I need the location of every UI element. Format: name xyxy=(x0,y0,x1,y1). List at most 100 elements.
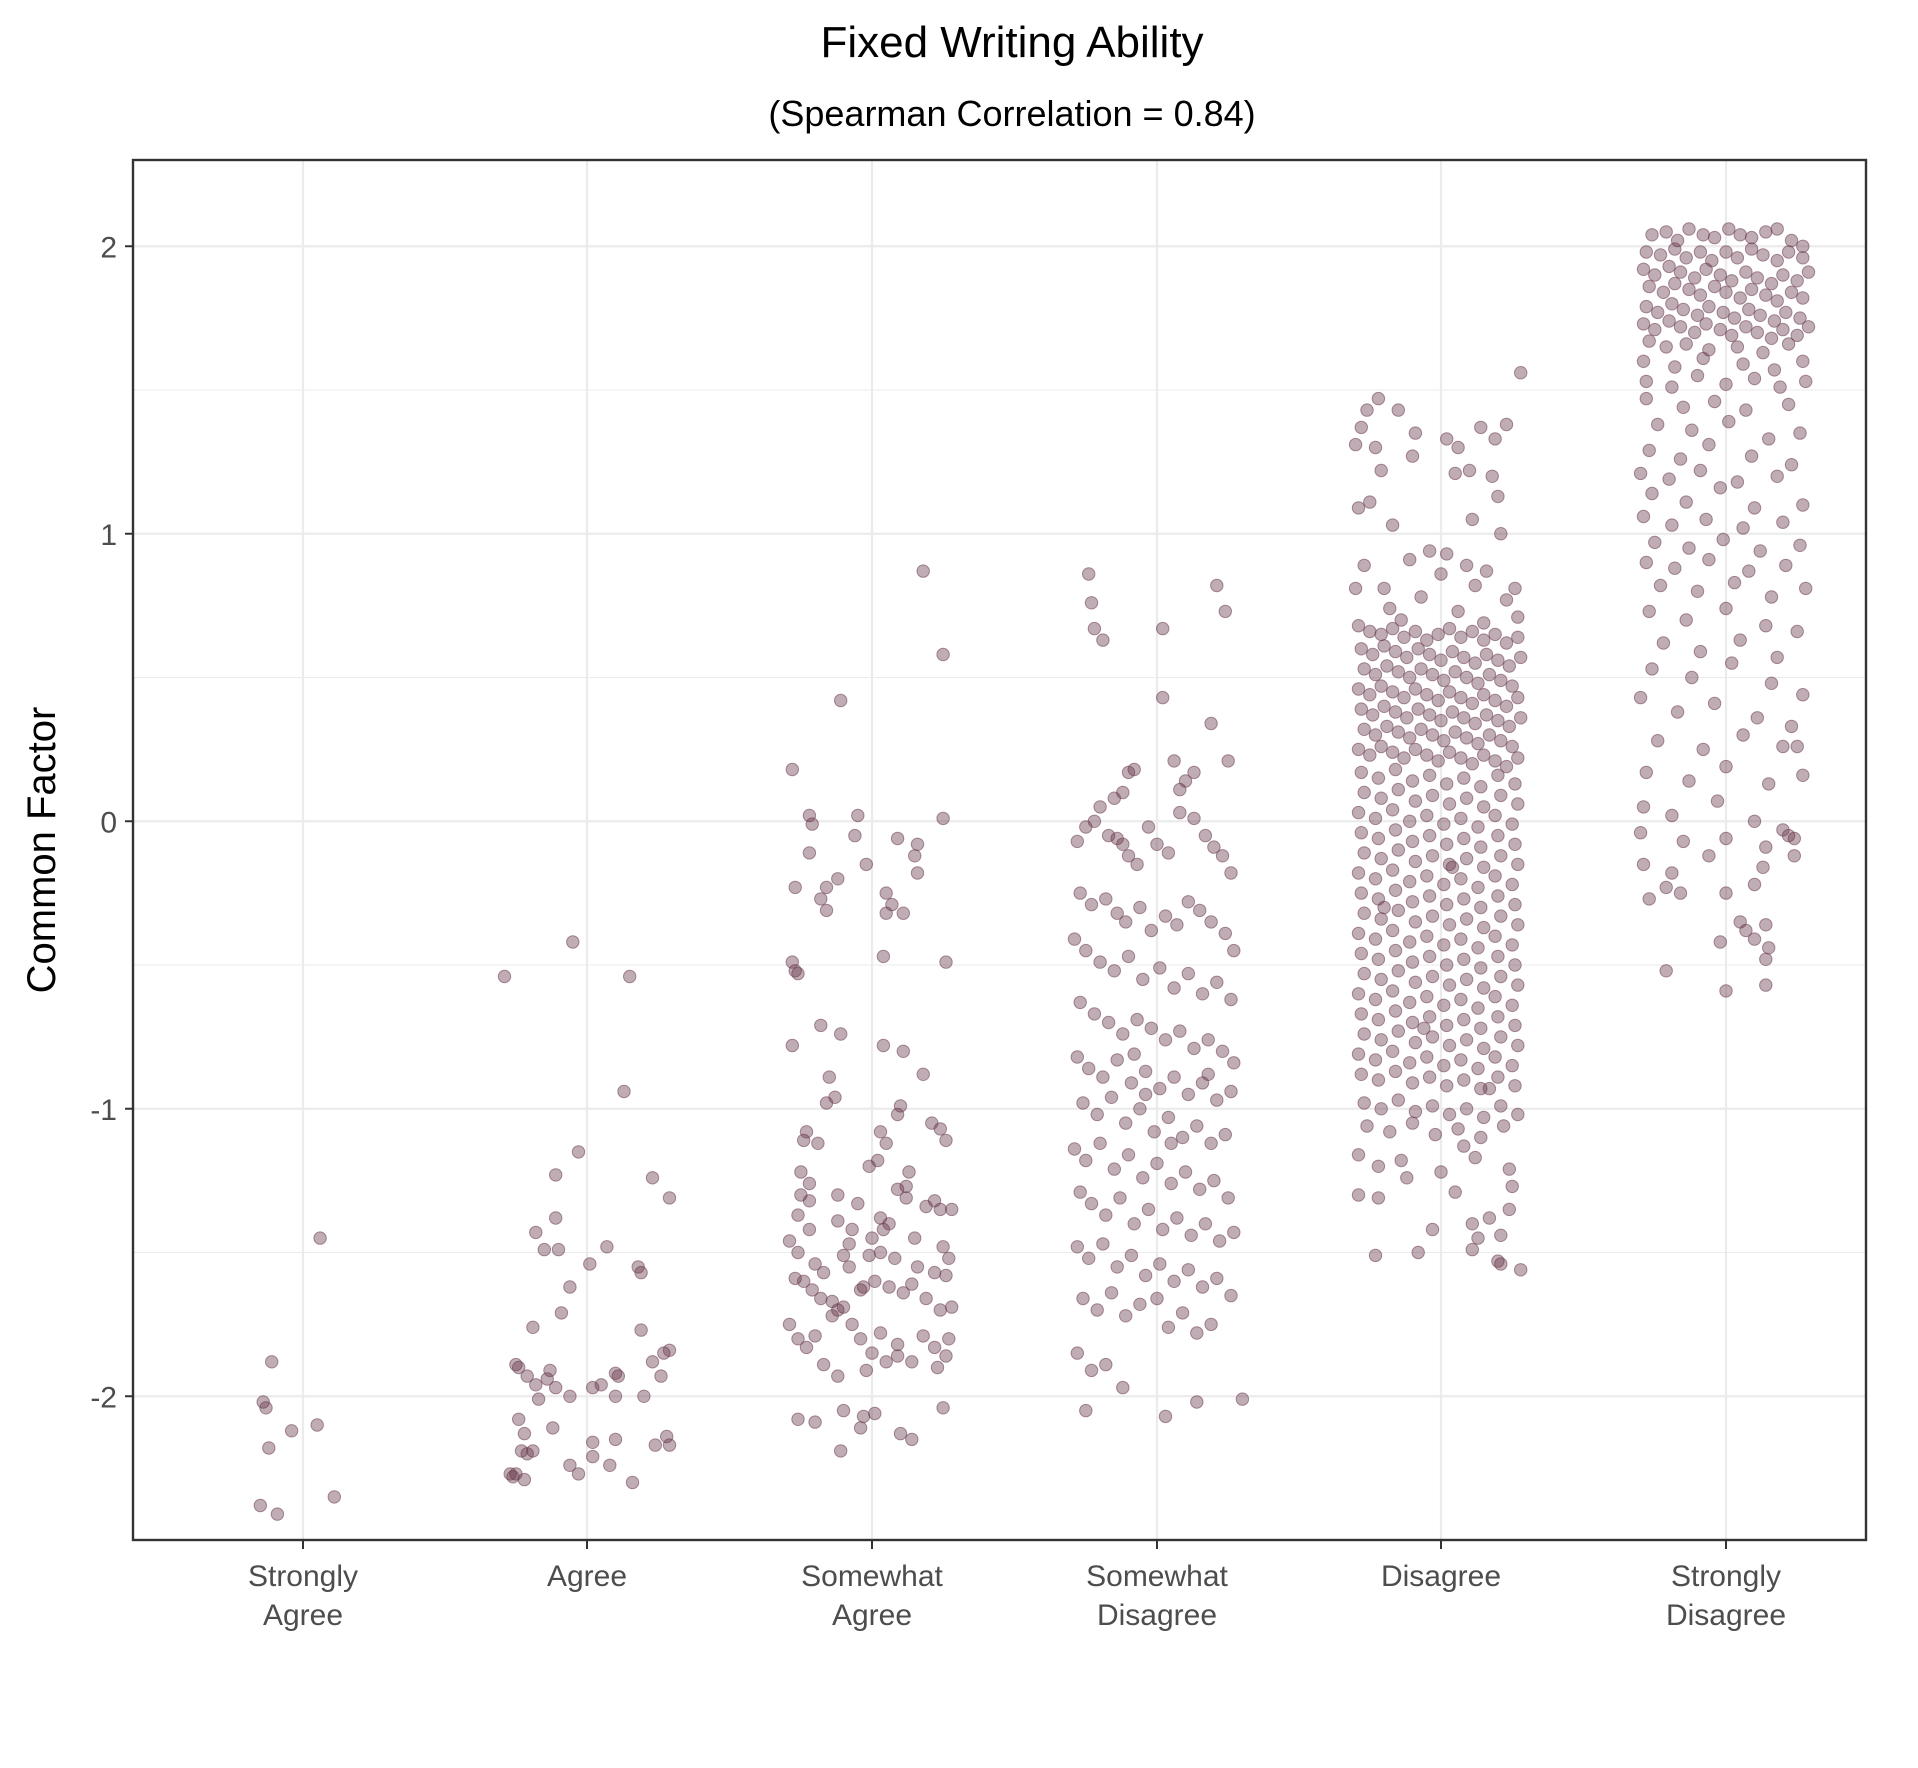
data-point xyxy=(1748,933,1760,945)
y-tick-label: 0 xyxy=(100,806,117,839)
data-point xyxy=(1139,1088,1151,1100)
data-point xyxy=(1199,1218,1211,1230)
data-point xyxy=(1714,482,1726,494)
data-point xyxy=(1105,1287,1117,1299)
data-point xyxy=(564,1281,576,1293)
data-point xyxy=(1369,729,1381,741)
data-point xyxy=(1404,875,1416,887)
data-point xyxy=(1412,1246,1424,1258)
data-point xyxy=(1392,404,1404,416)
data-point xyxy=(1791,625,1803,637)
data-point xyxy=(1663,315,1675,327)
data-point xyxy=(1703,850,1715,862)
data-point xyxy=(1458,893,1470,905)
data-point xyxy=(1780,559,1792,571)
data-point xyxy=(1199,829,1211,841)
data-point xyxy=(1734,229,1746,241)
data-point xyxy=(1077,1292,1089,1304)
data-point xyxy=(510,1358,522,1370)
data-point xyxy=(649,1439,661,1451)
data-point xyxy=(1708,280,1720,292)
data-point xyxy=(1495,970,1507,982)
data-point xyxy=(786,763,798,775)
data-point xyxy=(1085,1197,1097,1209)
data-point xyxy=(1458,953,1470,965)
data-point xyxy=(1637,510,1649,522)
data-point xyxy=(518,1473,530,1485)
data-point xyxy=(1503,720,1515,732)
data-point xyxy=(1640,766,1652,778)
data-point xyxy=(826,1310,838,1322)
data-point xyxy=(1077,1097,1089,1109)
data-point xyxy=(1703,438,1715,450)
data-point xyxy=(1404,553,1416,565)
data-point xyxy=(1452,1123,1464,1135)
data-point xyxy=(1438,878,1450,890)
data-point xyxy=(1646,229,1658,241)
data-point xyxy=(1426,970,1438,982)
data-point xyxy=(1355,1008,1367,1020)
data-point xyxy=(803,847,815,859)
data-point xyxy=(1421,689,1433,701)
data-point xyxy=(1392,965,1404,977)
data-point xyxy=(1205,717,1217,729)
data-point xyxy=(1472,737,1484,749)
data-point xyxy=(1443,798,1455,810)
data-point xyxy=(587,1381,599,1393)
data-point xyxy=(906,1278,918,1290)
data-point xyxy=(1646,487,1658,499)
data-point xyxy=(1446,645,1458,657)
data-point xyxy=(1743,565,1755,577)
data-point xyxy=(1386,864,1398,876)
data-point xyxy=(1640,392,1652,404)
data-point xyxy=(1802,266,1814,278)
data-point xyxy=(1182,1264,1194,1276)
data-point xyxy=(1765,332,1777,344)
data-point xyxy=(1748,878,1760,890)
data-point xyxy=(860,1364,872,1376)
data-point xyxy=(1364,689,1376,701)
data-point xyxy=(1125,1077,1137,1089)
data-point xyxy=(917,1330,929,1342)
data-point xyxy=(1108,965,1120,977)
data-point xyxy=(1083,1252,1095,1264)
data-point xyxy=(792,1209,804,1221)
data-point xyxy=(1489,628,1501,640)
data-point xyxy=(1500,594,1512,606)
data-point xyxy=(1083,1062,1095,1074)
data-point xyxy=(1228,1057,1240,1069)
data-point xyxy=(803,1177,815,1189)
data-point xyxy=(1640,556,1652,568)
data-point xyxy=(1640,375,1652,387)
data-point xyxy=(1083,568,1095,580)
data-point xyxy=(1174,806,1186,818)
data-point xyxy=(1352,867,1364,879)
data-point xyxy=(572,1146,584,1158)
data-point xyxy=(1432,694,1444,706)
data-point xyxy=(792,967,804,979)
data-point xyxy=(1720,246,1732,258)
data-point xyxy=(1782,246,1794,258)
data-point xyxy=(803,1223,815,1235)
data-point xyxy=(1094,956,1106,968)
data-point xyxy=(1225,1085,1237,1097)
data-point xyxy=(1404,1057,1416,1069)
data-point xyxy=(1412,703,1424,715)
data-point xyxy=(1225,993,1237,1005)
data-point xyxy=(835,694,847,706)
data-point xyxy=(1460,913,1472,925)
data-point xyxy=(1455,631,1467,643)
data-point xyxy=(1392,1094,1404,1106)
data-point xyxy=(920,1292,932,1304)
data-point xyxy=(1797,252,1809,264)
data-point xyxy=(1409,1105,1421,1117)
data-point xyxy=(1754,309,1766,321)
data-point xyxy=(1159,1410,1171,1422)
data-point xyxy=(1381,720,1393,732)
data-point xyxy=(1369,812,1381,824)
data-point xyxy=(1708,697,1720,709)
data-point xyxy=(1751,712,1763,724)
data-point xyxy=(1441,838,1453,850)
data-point xyxy=(891,1350,903,1362)
data-point xyxy=(1154,962,1166,974)
